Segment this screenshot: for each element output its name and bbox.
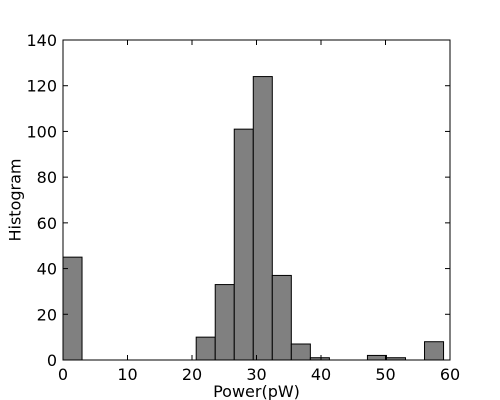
y-tick-label: 20	[37, 305, 57, 324]
x-tick-label: 60	[440, 365, 460, 384]
histogram-bar	[271, 274, 292, 361]
x-tick-label: 0	[58, 365, 68, 384]
y-tick-label: 80	[37, 168, 57, 187]
histogram-bar	[233, 128, 254, 361]
y-tick-label: 120	[26, 77, 57, 96]
x-tick-label: 30	[246, 365, 266, 384]
histogram-bar	[366, 354, 387, 361]
y-axis-label: Histogram	[6, 159, 25, 242]
histogram-bar	[214, 284, 235, 361]
y-tick-label: 60	[37, 214, 57, 233]
x-tick-label: 50	[375, 365, 395, 384]
y-tick-label: 0	[47, 351, 57, 370]
x-tick-label: 20	[182, 365, 202, 384]
y-tick-label: 140	[26, 31, 57, 50]
histogram-bar	[62, 256, 83, 361]
y-tick-label: 100	[26, 122, 57, 141]
histogram-bar	[290, 343, 311, 361]
x-tick-label: 40	[311, 365, 331, 384]
histogram-bar	[195, 336, 216, 361]
tick-labels-layer: 0 10 20 30 40 50 60 0 20 40 60 80 100 120 140	[26, 31, 460, 384]
x-axis-label: Power(pW)	[213, 382, 300, 400]
x-tick-label: 10	[117, 365, 137, 384]
bars-layer	[62, 76, 445, 361]
y-tick-label: 40	[37, 260, 57, 279]
histogram-bar	[424, 341, 445, 361]
histogram-bar	[252, 76, 273, 361]
plot-frame	[62, 39, 451, 361]
